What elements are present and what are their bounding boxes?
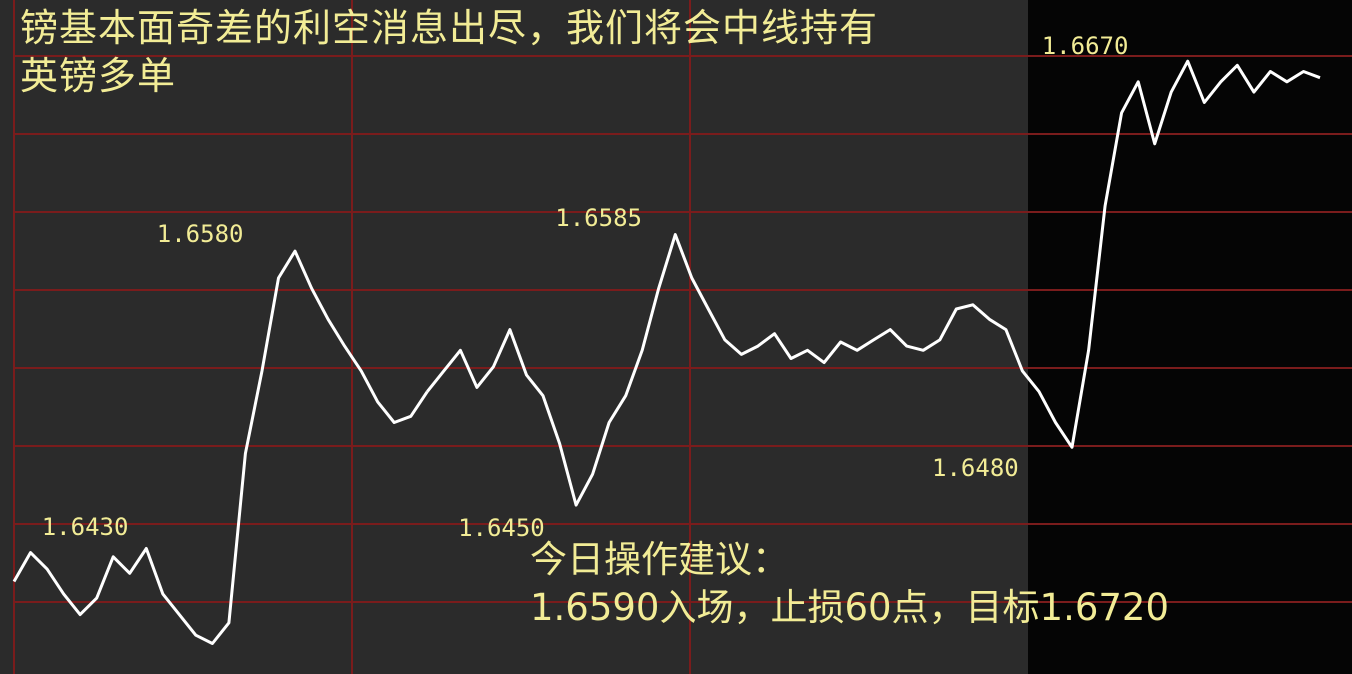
session-background xyxy=(1028,0,1352,674)
price-annotation-1: 1.6580 xyxy=(156,220,244,249)
price-lines xyxy=(12,59,1321,645)
price-annotation-4: 1.6480 xyxy=(932,454,1019,483)
grid-lines xyxy=(13,0,1352,674)
price-annotation-5: 1.6670 xyxy=(1041,32,1129,61)
headline-line-2: 英镑多单 xyxy=(20,54,177,98)
trading-advice: 今日操作建议： 1.6590入场，止损60点，目标1.6720 xyxy=(530,536,1169,632)
advice-title: 今日操作建议： xyxy=(530,538,789,581)
price-annotation-0: 1.6430 xyxy=(41,513,129,542)
advice-detail: 1.6590入场，止损60点，目标1.6720 xyxy=(530,586,1170,629)
headline: 镑基本面奇差的利空消息出尽，我们将会中线持有 英镑多单 xyxy=(20,4,1140,100)
headline-line-1: 镑基本面奇差的利空消息出尽，我们将会中线持有 xyxy=(20,6,879,50)
price-line-1 xyxy=(426,59,1321,507)
price-annotation-3: 1.6450 xyxy=(458,514,545,543)
price-annotation-2: 1.6585 xyxy=(555,203,642,232)
price-line-0 xyxy=(12,249,429,645)
